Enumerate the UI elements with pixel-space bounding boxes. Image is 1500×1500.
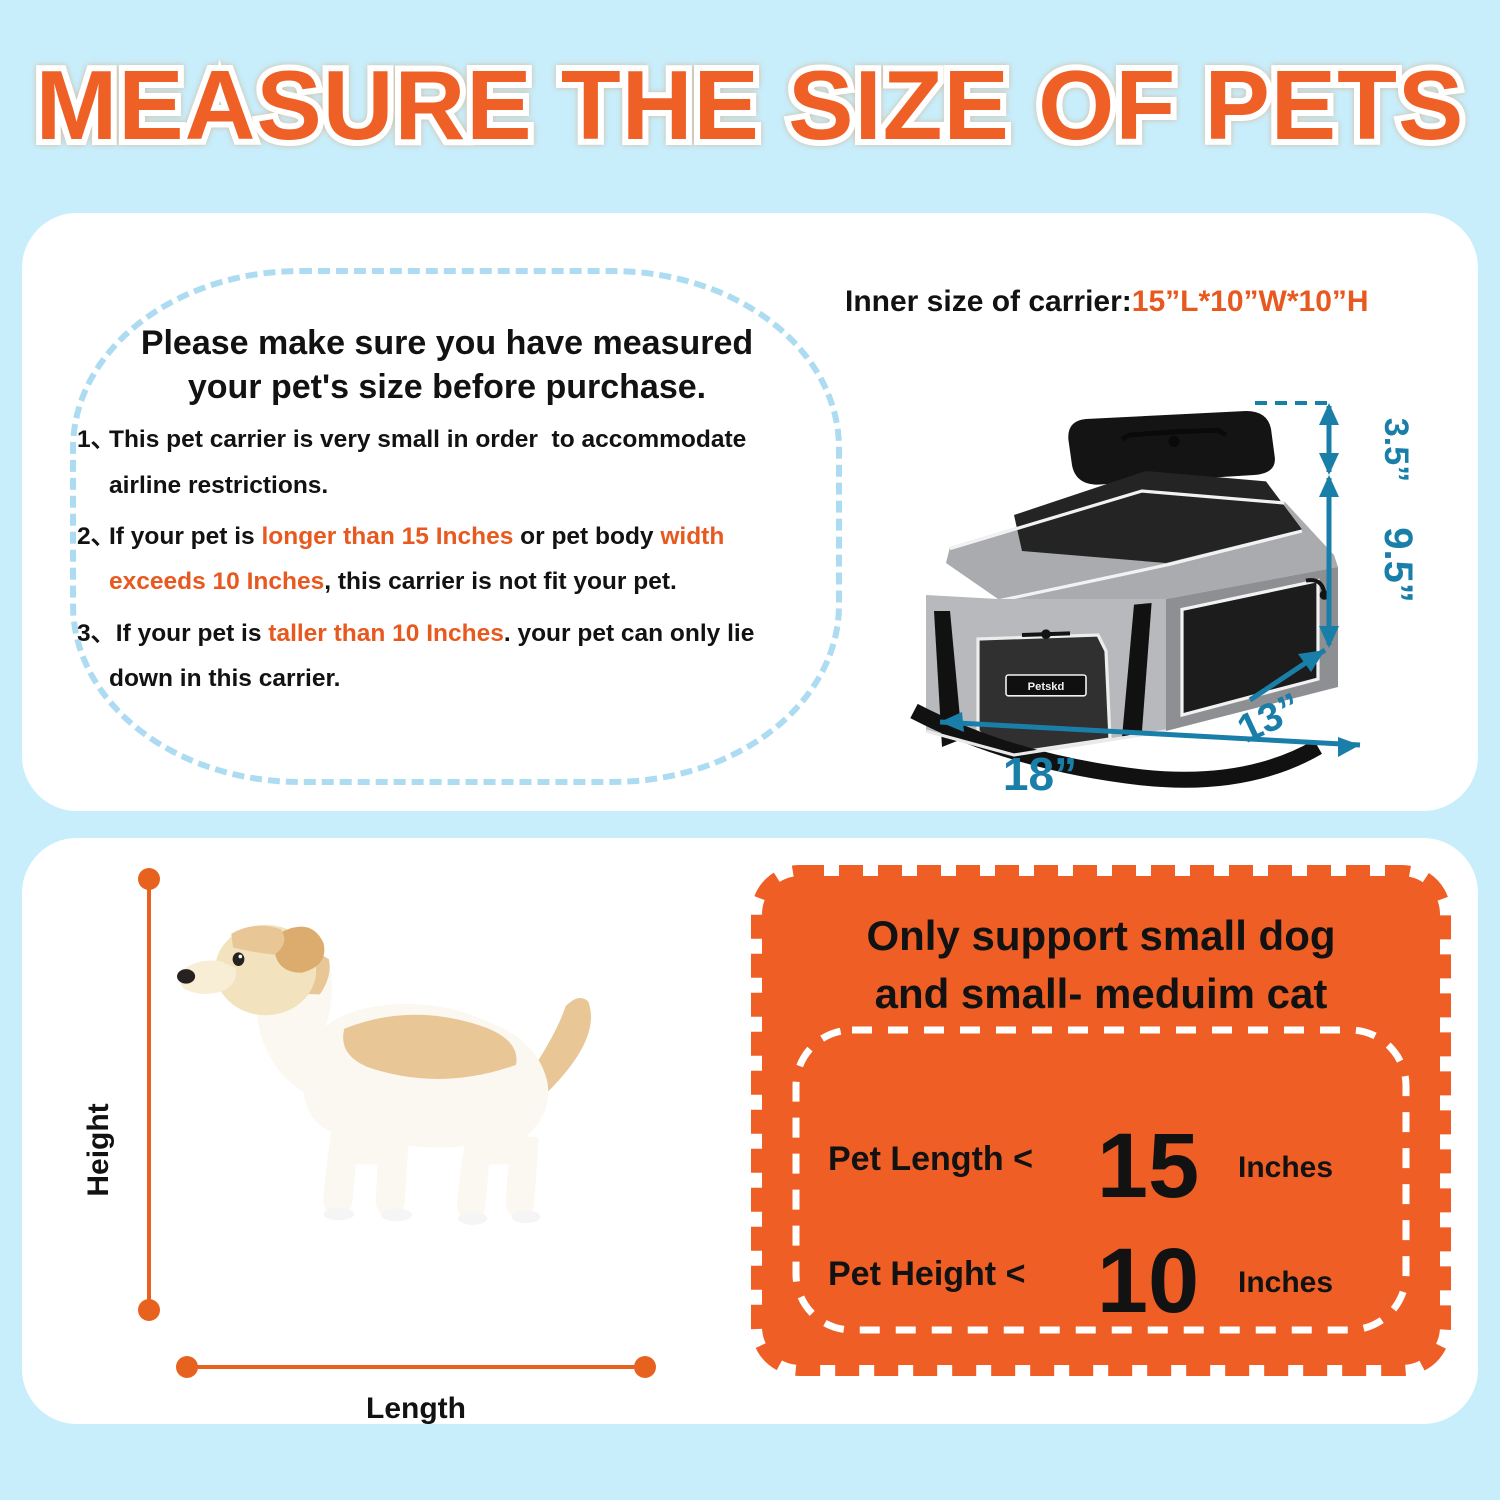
- svg-text:10: 10: [1097, 1230, 1199, 1332]
- svg-text:Inches: Inches: [1238, 1151, 1333, 1184]
- svg-text:Length: Length: [366, 1392, 466, 1425]
- svg-text:Height: Height: [82, 1103, 115, 1196]
- svg-text:and small- meduim cat: and small- meduim cat: [875, 970, 1328, 1017]
- svg-text:Inches: Inches: [1238, 1266, 1333, 1299]
- svg-text:Only support small dog: Only support small dog: [866, 912, 1335, 959]
- svg-text:Pet Height <: Pet Height <: [828, 1255, 1025, 1293]
- svg-text:15: 15: [1097, 1115, 1199, 1217]
- svg-text:Pet Length <: Pet Length <: [828, 1140, 1033, 1178]
